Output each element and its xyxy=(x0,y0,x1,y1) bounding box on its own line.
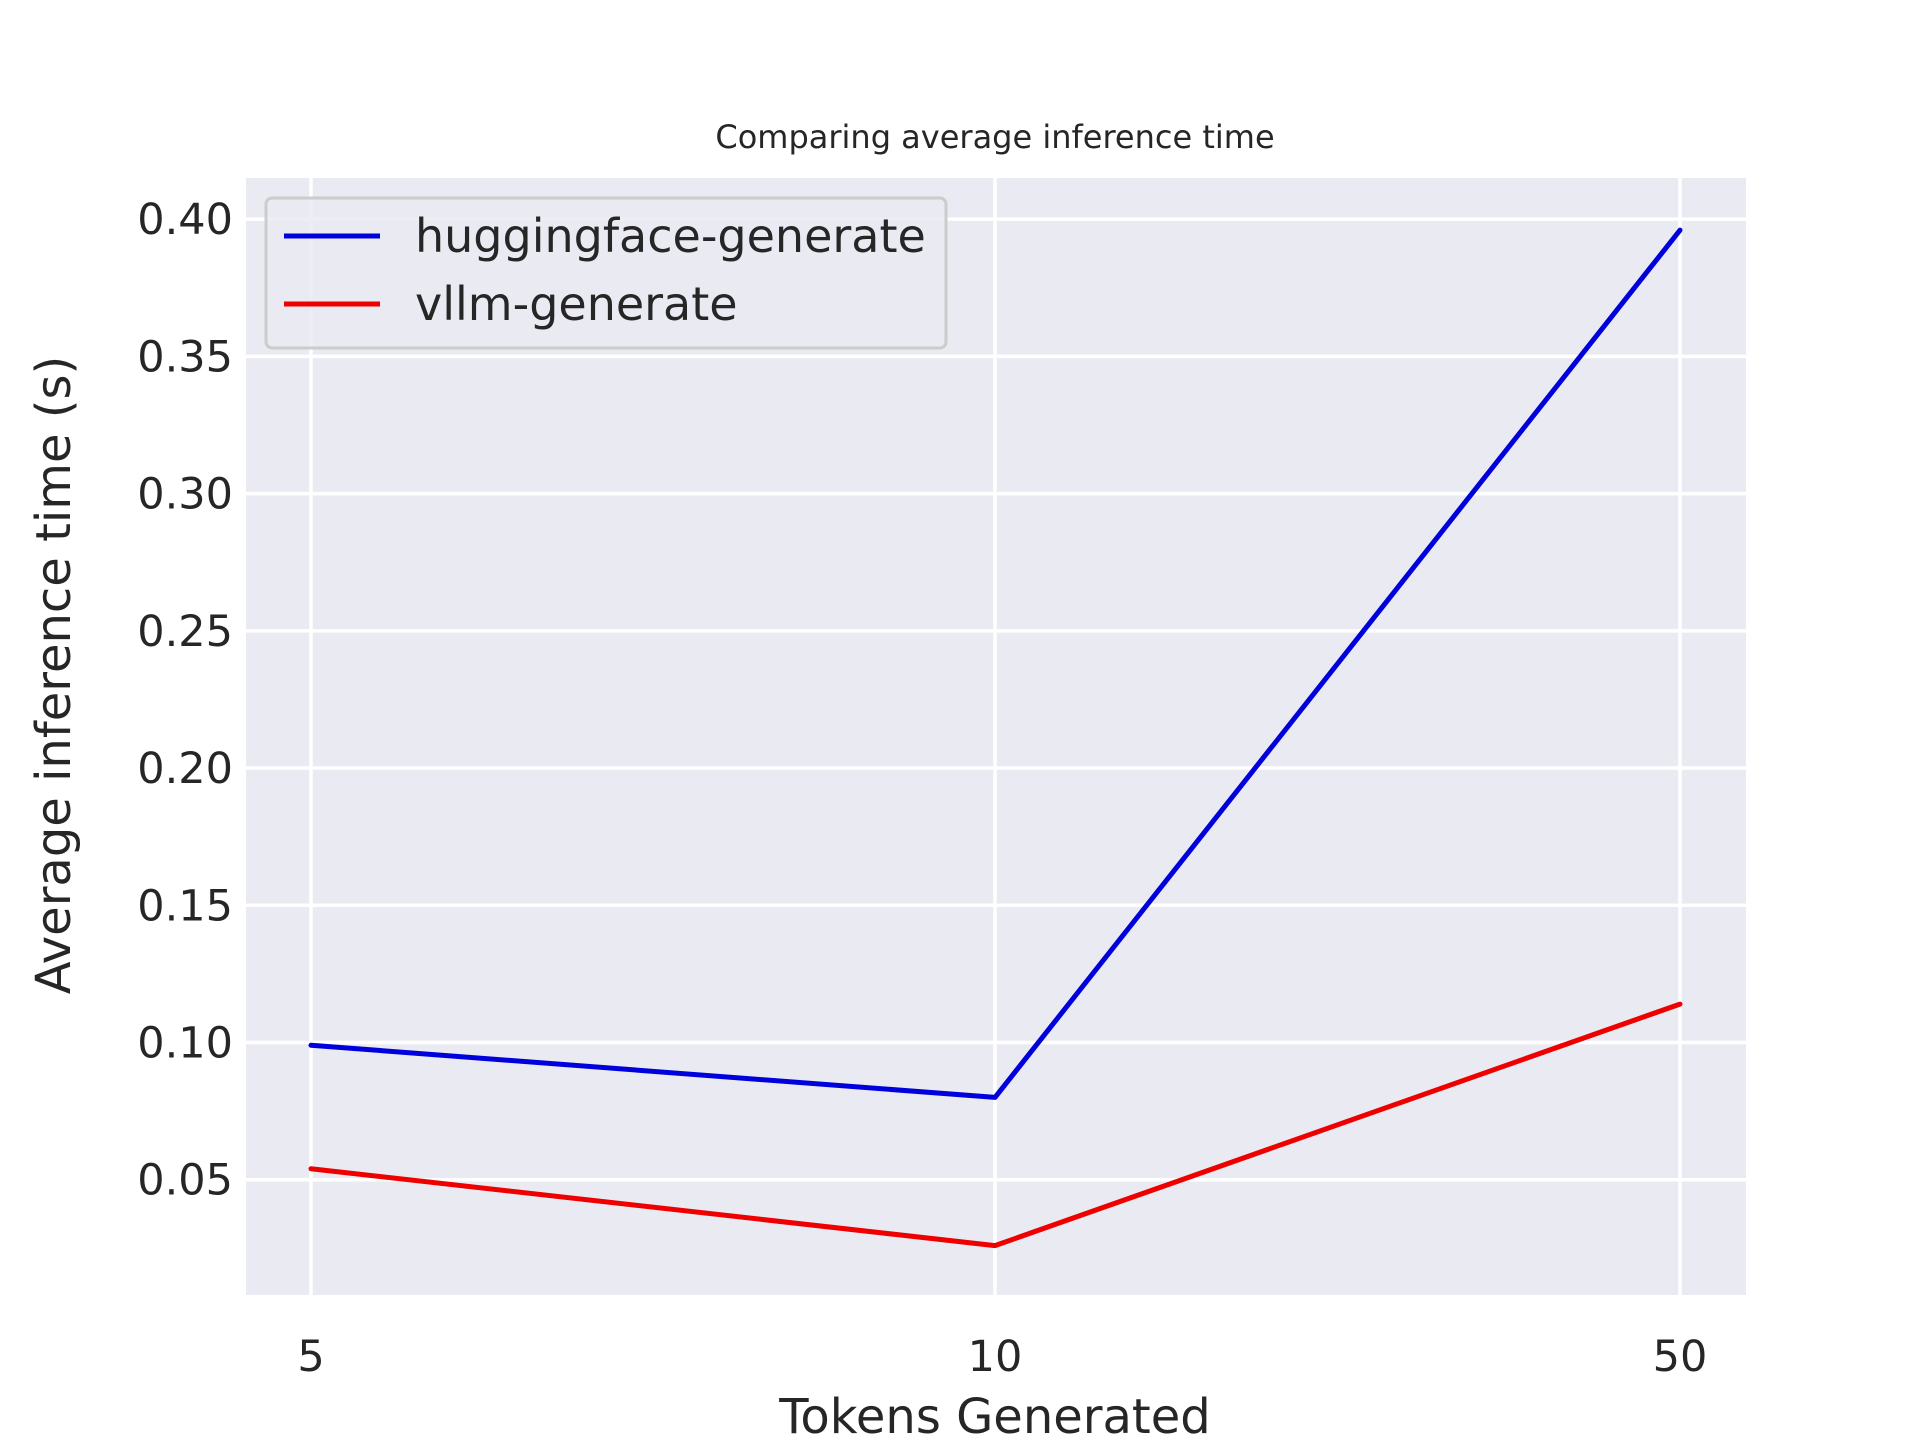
legend-box xyxy=(264,196,948,350)
y-tick-label: 0.10 xyxy=(137,1019,233,1069)
series-lines xyxy=(308,227,1683,1249)
y-tick-label: 0.05 xyxy=(137,1156,233,1206)
legend-label: huggingface-generate xyxy=(415,209,926,263)
y-tick-label: 0.40 xyxy=(137,195,233,245)
y-tick-label: 0.30 xyxy=(137,470,233,520)
legend-label: vllm-generate xyxy=(415,277,738,331)
chart-title: Comparing average inference time xyxy=(715,118,1274,156)
x-axis-label: Tokens Generated xyxy=(778,1389,1210,1440)
series-line-huggingface-generate xyxy=(308,227,1683,1100)
x-tick-label: 50 xyxy=(1653,1332,1708,1382)
y-tick-label: 0.25 xyxy=(137,607,233,657)
x-tick-label: 5 xyxy=(297,1332,324,1382)
y-tick-label: 0.20 xyxy=(137,744,233,794)
series-line-vllm-generate xyxy=(308,1001,1683,1249)
y-tick-label: 0.15 xyxy=(137,881,233,931)
y-tick-label: 0.35 xyxy=(137,332,233,382)
x-tick-label: 10 xyxy=(968,1332,1023,1382)
legend: huggingface-generate vllm-generate xyxy=(264,196,948,350)
y-axis-label: Average inference time (s) xyxy=(26,356,82,995)
x-tick-labels: 5 10 50 xyxy=(297,1332,1707,1382)
y-tick-labels: 0.05 0.10 0.15 0.20 0.25 0.30 0.35 0.40 xyxy=(137,195,233,1206)
